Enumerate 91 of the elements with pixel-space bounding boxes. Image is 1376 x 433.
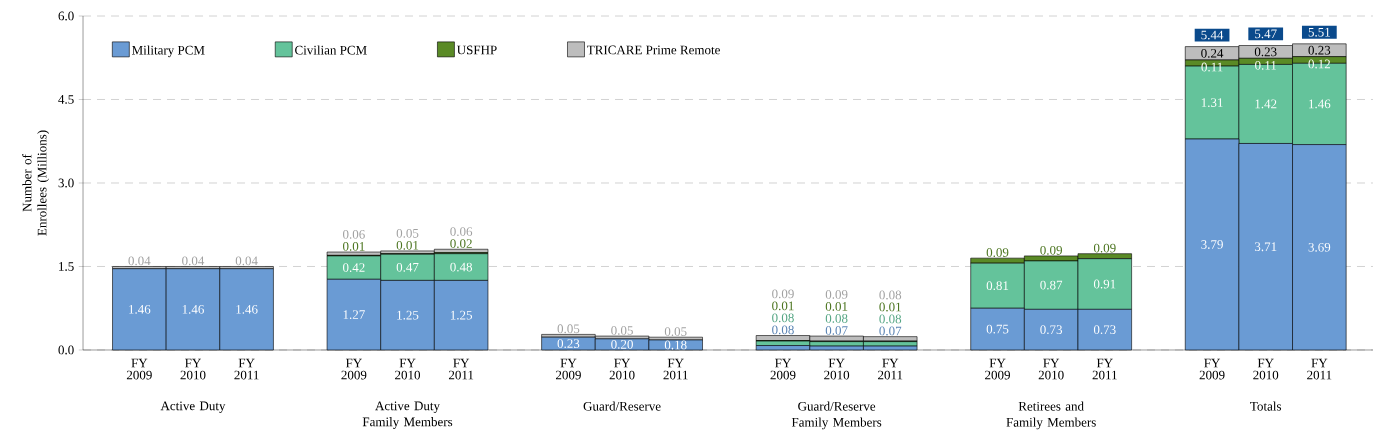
- data-label: 0.24: [1201, 48, 1224, 58]
- x-tick-label: FY 2011: [234, 358, 259, 380]
- x-tick-label: FY 2011: [1092, 358, 1117, 380]
- x-tick-label: FY 2010: [395, 358, 421, 380]
- data-label: 0.47: [396, 262, 419, 272]
- x-tick-label: FY 2009: [126, 358, 152, 380]
- data-label: 0.81: [986, 281, 1009, 291]
- data-label: 0.73: [1093, 325, 1116, 335]
- data-label: 0.04: [128, 256, 151, 266]
- data-label: 0.91: [1093, 279, 1116, 289]
- y-axis-title: Number of Enrollees (Millions): [22, 130, 50, 236]
- data-label: 1.27: [343, 310, 365, 320]
- data-label: 1.25: [450, 310, 473, 320]
- data-label: 0.04: [182, 256, 205, 266]
- text: Guard/Reserve Family Members: [791, 401, 882, 430]
- data-label: 3.71: [1254, 242, 1277, 252]
- data-label: 0.07: [879, 326, 902, 336]
- x-tick-label: FY 2010: [609, 358, 635, 380]
- data-label: 0.01: [825, 302, 848, 311]
- data-label: 0.05: [664, 327, 687, 336]
- data-label: 0.05: [396, 228, 419, 238]
- total-label: 5.51: [1308, 27, 1330, 37]
- x-tick-label: FY 2009: [341, 358, 367, 380]
- x-tick-label: FY 2010: [824, 358, 850, 380]
- data-label: 0.05: [611, 326, 633, 335]
- legend-label: Military PCM: [132, 45, 205, 58]
- data-label: 0.09: [825, 290, 848, 299]
- x-tick-label: FY 2011: [878, 358, 903, 380]
- data-label: 0.05: [557, 324, 580, 334]
- data-label: 0.07: [825, 326, 848, 335]
- total-label: 5.44: [1201, 30, 1224, 40]
- data-label: 0.42: [343, 263, 365, 273]
- x-tick-label: FY 2009: [1199, 358, 1225, 380]
- data-label: 0.48: [450, 262, 473, 272]
- data-label: 0.01: [879, 302, 901, 312]
- data-label: 0.09: [986, 248, 1009, 257]
- legend-label: USFHP: [456, 45, 497, 55]
- data-label: 1.25: [397, 310, 419, 320]
- text: Guard/Reserve: [583, 401, 661, 411]
- data-label: 0.06: [450, 227, 473, 237]
- data-label: 1.46: [1309, 99, 1331, 109]
- data-label: 0.08: [879, 314, 902, 324]
- data-label: 1.46: [129, 304, 151, 314]
- x-tick-label: FY 2009: [556, 358, 581, 380]
- data-label: 0.08: [825, 314, 848, 323]
- data-label: 0.09: [772, 289, 794, 299]
- data-label: 0.08: [879, 290, 902, 300]
- x-tick-label: FY 2009: [985, 358, 1010, 380]
- x-tick-label: FY 2009: [770, 358, 796, 380]
- data-label: 1.46: [182, 304, 204, 314]
- data-label: 0.87: [1040, 280, 1063, 290]
- data-label: 0.09: [1040, 245, 1062, 255]
- data-label: 0.75: [986, 324, 1009, 334]
- data-label: 0.08: [772, 313, 794, 323]
- total-label: 5.47: [1255, 29, 1277, 39]
- data-label: 0.06: [343, 229, 365, 239]
- data-label: 3.79: [1201, 240, 1223, 249]
- y-tick-label: 1.5: [59, 262, 74, 271]
- data-label: 0.23: [1308, 45, 1331, 55]
- data-label: 0.02: [450, 239, 472, 249]
- data-label: 0.23: [1254, 47, 1277, 57]
- x-tick-label: FY 2011: [1307, 358, 1332, 380]
- data-label: 0.08: [772, 325, 794, 335]
- y-tick-label: 6.0: [58, 11, 74, 21]
- x-tick-label: FY 2011: [448, 358, 474, 380]
- data-label: 1.46: [236, 304, 258, 314]
- text: Active Duty: [160, 401, 226, 413]
- data-label: 1.31: [1201, 98, 1223, 107]
- data-label: 0.01: [343, 241, 365, 251]
- data-label: 3.69: [1308, 242, 1331, 252]
- y-tick-label: 3.0: [58, 178, 74, 188]
- y-tick-label: 4.5: [58, 95, 74, 104]
- data-label: 0.04: [235, 256, 258, 266]
- data-label: 0.73: [1040, 325, 1063, 335]
- data-label: 0.23: [557, 339, 580, 348]
- y-tick-label: 0.0: [58, 345, 74, 355]
- data-label: 0.18: [664, 340, 687, 350]
- x-tick-label: FY 2010: [180, 358, 206, 380]
- data-label: 0.01: [396, 240, 419, 250]
- x-tick-label: FY 2010: [1038, 358, 1064, 380]
- legend-label: Civilian PCM: [295, 45, 367, 55]
- x-tick-label: FY 2011: [663, 358, 688, 380]
- legend-label: TRICARE Prime Remote: [587, 45, 720, 55]
- data-label: 0.09: [1093, 243, 1116, 253]
- text: Retirees and Family Members: [1006, 401, 1096, 430]
- data-label: 0.20: [611, 340, 633, 349]
- x-tick-label: FY 2010: [1253, 358, 1279, 380]
- text: Totals: [1250, 401, 1282, 411]
- text: Active Duty Family Members: [362, 401, 453, 429]
- data-label: 0.01: [772, 301, 794, 311]
- data-label: 1.42: [1255, 99, 1277, 109]
